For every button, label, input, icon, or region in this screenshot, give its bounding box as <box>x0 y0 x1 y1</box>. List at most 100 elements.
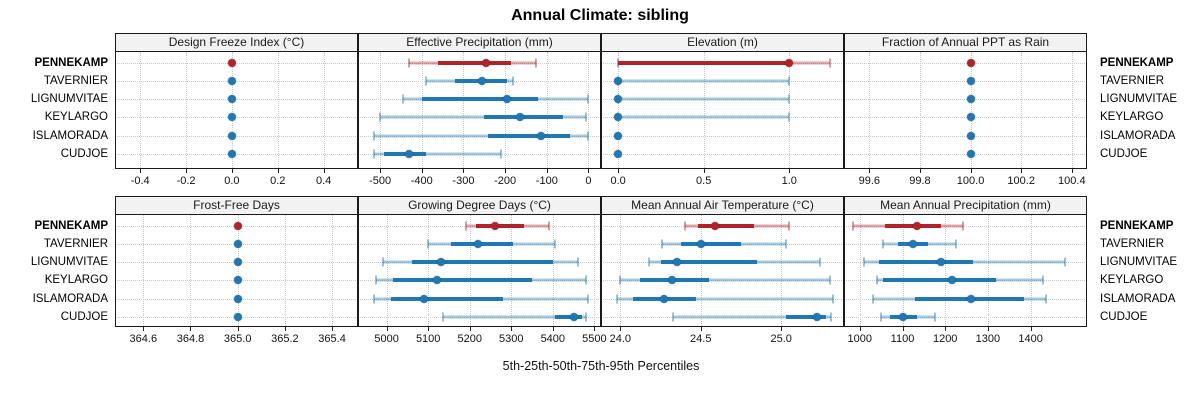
range-cap-low <box>441 312 444 322</box>
panel-strip: Effective Precipitation (mm) <box>358 33 601 51</box>
range-cap-low <box>672 312 675 322</box>
tick-label: 100.4 <box>1058 175 1086 187</box>
iqr-bar <box>392 278 533 283</box>
tick-mark <box>505 169 507 173</box>
median-dot <box>233 313 242 321</box>
tick-mark <box>277 169 279 173</box>
grid-line <box>1030 215 1032 326</box>
tick-mark <box>380 169 382 173</box>
range-cap-high <box>587 131 590 141</box>
grid-line <box>469 215 471 326</box>
station-label-right: PENNEKAMP <box>1100 56 1174 69</box>
grid-line <box>919 52 921 168</box>
range-cap-high <box>585 312 588 322</box>
iqr-bar <box>484 115 564 120</box>
tick-mark <box>919 169 921 173</box>
iqr-bar <box>681 241 741 246</box>
panel-strip: Growing Degree Days (°C) <box>358 196 601 214</box>
range-cap-low <box>863 257 866 267</box>
tick-mark <box>421 169 423 173</box>
station-label-left: LIGNUMVITAE <box>30 93 108 106</box>
tick-mark <box>143 327 145 331</box>
iqr-bar <box>421 97 539 102</box>
median-dot <box>569 313 578 321</box>
tick-label: 365.0 <box>223 333 252 345</box>
station-label-right: PENNEKAMP <box>1100 219 1174 232</box>
percentile-range <box>618 79 790 83</box>
iqr-bar <box>883 278 997 283</box>
row-guide <box>846 62 1085 64</box>
range-cap-low <box>852 221 855 230</box>
median-dot <box>490 221 499 230</box>
median-dot <box>614 76 623 85</box>
tick-mark <box>190 327 192 331</box>
station-label-right: TAVERNIER <box>1100 237 1165 250</box>
range-cap-high <box>547 221 550 230</box>
range-cap-high <box>785 239 788 249</box>
grid-line <box>789 52 791 168</box>
median-dot <box>913 221 922 230</box>
grid-line <box>970 52 972 168</box>
tick-label: 1000 <box>847 333 873 345</box>
median-dot <box>667 276 676 285</box>
tick-mark <box>463 169 465 173</box>
iqr-bar <box>554 315 582 319</box>
station-label-right: KEYLARGO <box>1100 274 1164 287</box>
tick-label: 24.0 <box>609 333 631 345</box>
grid-line <box>703 52 705 168</box>
panel-plot <box>601 51 844 169</box>
row-guide <box>360 117 599 119</box>
range-cap-high <box>511 76 514 86</box>
iqr-bar <box>885 223 941 228</box>
tick-mark <box>386 327 388 331</box>
row-guide <box>117 135 356 137</box>
percentile-range <box>618 97 790 101</box>
grid-line <box>987 215 989 326</box>
range-cap-high <box>535 58 538 67</box>
station-label-left: PENNEKAMP <box>34 219 108 232</box>
panel-strip: Fraction of Annual PPT as Rain <box>844 33 1087 51</box>
median-dot <box>227 58 236 67</box>
median-dot <box>478 76 487 85</box>
grid-line <box>902 215 904 326</box>
tick-label: 365.2 <box>271 333 299 345</box>
row-guide <box>846 154 1085 155</box>
tick-mark <box>511 327 513 331</box>
row-guide <box>846 317 1085 318</box>
median-dot <box>947 276 956 285</box>
median-dot <box>898 313 907 321</box>
median-dot <box>812 313 821 321</box>
range-cap-high <box>830 312 833 322</box>
grid-line <box>505 52 507 168</box>
percentile-range <box>442 315 587 319</box>
iqr-bar <box>660 260 758 265</box>
median-dot <box>432 276 441 285</box>
row-guide <box>117 80 356 82</box>
panel-strip: Elevation (m) <box>601 33 844 51</box>
row-guide <box>846 117 1085 119</box>
tick-label: 0 <box>585 175 592 187</box>
range-cap-high <box>962 221 965 230</box>
grid-line <box>1021 52 1023 168</box>
tick-mark <box>859 327 861 331</box>
tick-label: 5200 <box>457 333 482 345</box>
station-label-right: CUDJOE <box>1100 311 1148 323</box>
row-guide <box>846 225 1085 227</box>
tick-mark <box>332 327 334 331</box>
row-guide <box>603 117 842 119</box>
median-dot <box>966 150 975 158</box>
row-guide <box>360 317 599 318</box>
tick-mark <box>237 327 239 331</box>
median-dot <box>966 58 975 67</box>
range-cap-high <box>954 239 957 249</box>
iqr-bar <box>786 315 827 319</box>
tick-mark <box>428 327 430 331</box>
tick-label: 99.8 <box>909 175 931 187</box>
percentile-range <box>380 115 587 119</box>
station-label-right: ISLAMORADA <box>1100 129 1176 142</box>
tick-label: -300 <box>452 175 475 187</box>
range-cap-low <box>379 112 382 122</box>
range-cap-low <box>616 294 619 304</box>
range-cap-low <box>427 239 430 249</box>
median-dot <box>696 239 705 248</box>
